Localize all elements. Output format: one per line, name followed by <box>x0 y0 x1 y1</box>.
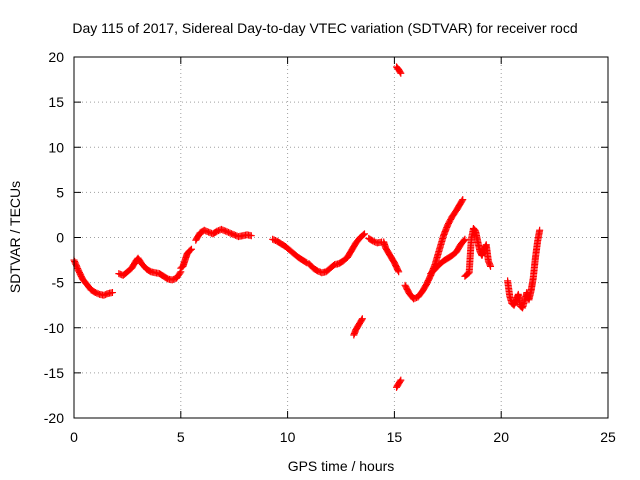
plot-frame <box>73 56 609 419</box>
y-tick-label: 20 <box>48 49 64 65</box>
y-tick-label: 10 <box>48 139 64 155</box>
y-tick-label: -15 <box>44 365 64 381</box>
data-point <box>458 197 466 205</box>
data-point <box>358 316 366 324</box>
grid-lines <box>74 57 608 418</box>
x-tick-label: 10 <box>280 429 296 445</box>
data-point <box>360 230 368 238</box>
data-point <box>397 69 405 77</box>
data-point <box>459 196 467 204</box>
data-point <box>461 235 469 243</box>
data-point <box>395 268 403 276</box>
data-point <box>247 232 255 240</box>
data-point <box>359 231 367 239</box>
y-tick-label: -20 <box>44 410 64 426</box>
x-tick-label: 5 <box>177 429 185 445</box>
data-point <box>397 376 405 384</box>
x-axis-label: GPS time / hours <box>288 458 395 474</box>
data-point <box>187 245 195 253</box>
data-point <box>487 262 495 270</box>
data-point <box>396 377 404 385</box>
data-point <box>358 315 366 323</box>
data-point <box>176 269 184 277</box>
data-point <box>460 236 468 244</box>
chart-title: Day 115 of 2017, Sidereal Day-to-day VTE… <box>72 20 577 36</box>
y-tick-labels: -20 -15 -10 -5 0 5 10 15 20 <box>44 49 64 426</box>
x-tick-label: 15 <box>387 429 403 445</box>
x-tick-labels: 0 5 10 15 20 25 <box>70 429 616 445</box>
data-points <box>70 63 544 391</box>
y-tick-label: 5 <box>56 184 64 200</box>
x-tick-label: 25 <box>600 429 616 445</box>
data-point <box>394 267 402 275</box>
y-axis-label: SDTVAR / TECUs <box>7 181 23 293</box>
y-tick-label: 0 <box>56 230 64 246</box>
y-tick-label: -10 <box>44 320 64 336</box>
x-tick-label: 20 <box>493 429 509 445</box>
y-tick-label: -5 <box>52 275 65 291</box>
data-point <box>108 289 116 297</box>
y-tick-label: 15 <box>48 94 64 110</box>
data-point <box>186 246 194 254</box>
data-point <box>302 258 310 266</box>
x-tick-label: 0 <box>70 429 78 445</box>
data-point <box>536 226 544 234</box>
data-point <box>396 68 404 76</box>
